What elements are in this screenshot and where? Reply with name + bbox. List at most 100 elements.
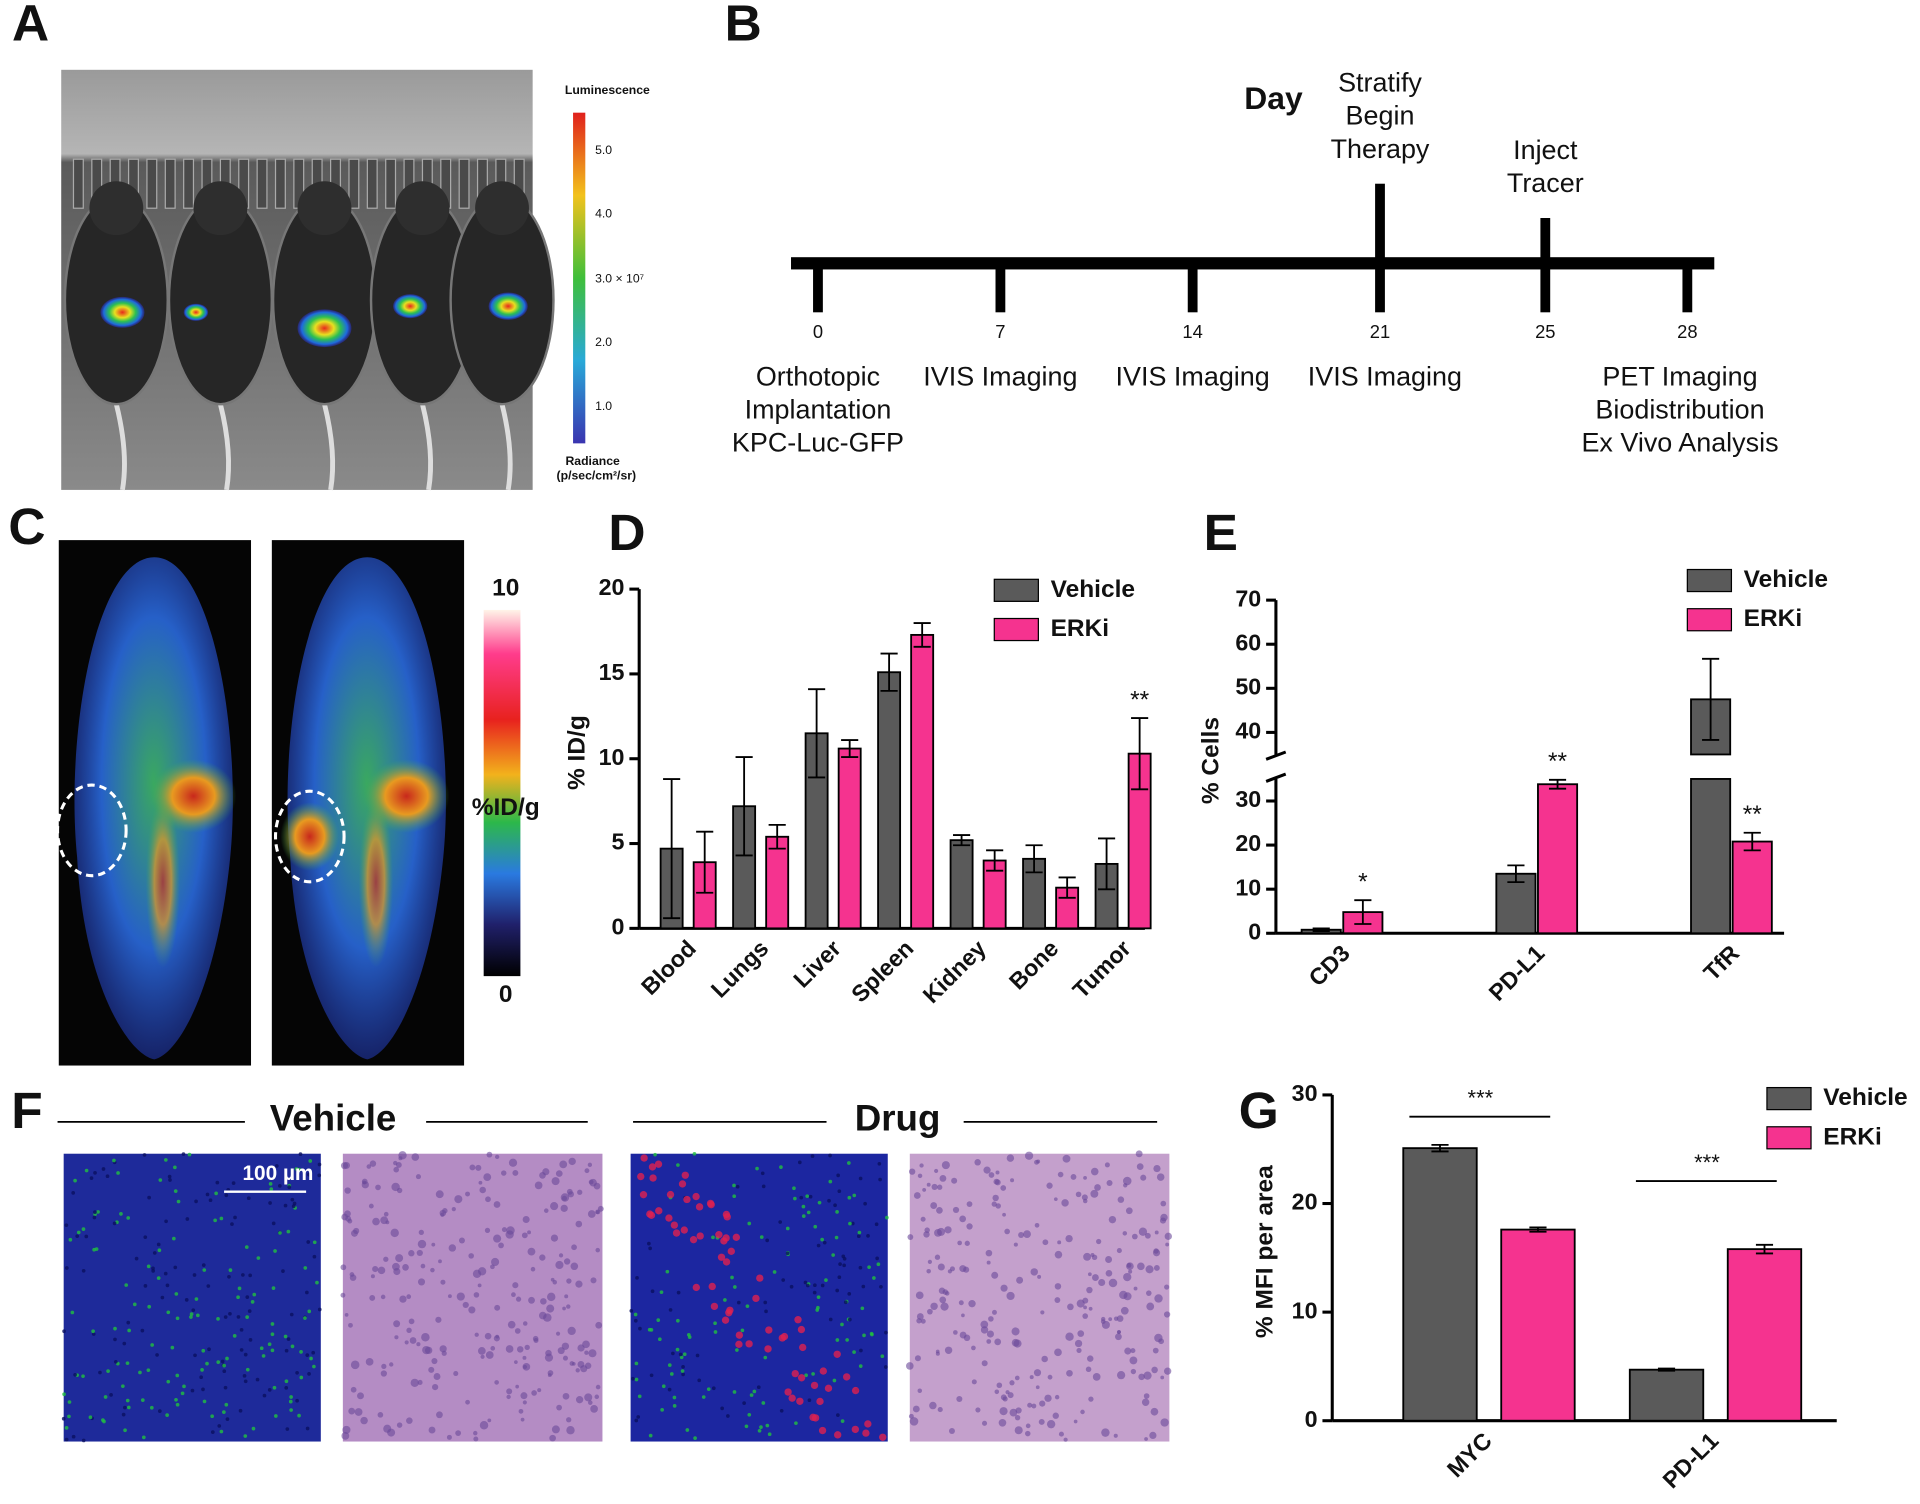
nucleus [404,1340,409,1345]
signal [225,1356,229,1361]
signal [248,1273,252,1278]
nucleus [520,1392,528,1400]
tube [183,158,195,209]
nucleus [571,1244,577,1251]
nucleus [939,1296,947,1304]
nucleus [1150,1407,1159,1416]
signal [765,1326,773,1334]
signal [817,1200,822,1205]
nucleus [494,1154,500,1160]
signal [286,1229,291,1234]
signal [262,1393,267,1398]
signal [717,1253,726,1261]
colorbar-tick: 4.0 [595,207,612,221]
nucleus [415,1174,421,1180]
nucleus [934,1228,942,1237]
signal [850,1221,855,1226]
nucleus [944,1291,950,1296]
x-tick-label: Liver [788,935,846,993]
signal [808,1194,813,1199]
signal [672,1395,677,1400]
nucleus [383,1424,392,1433]
nucleus [1065,1234,1073,1243]
signal [851,1386,860,1395]
nucleus [391,1182,400,1192]
signal [637,1394,642,1399]
error-bar [1098,837,1116,891]
signal [764,1345,772,1353]
bar [910,633,935,930]
signal [290,1197,295,1202]
nucleus [408,1250,415,1257]
signal [273,1414,278,1418]
day-label: 28 [1677,321,1697,342]
bar [877,671,902,930]
nucleus [522,1362,531,1371]
nucleus [593,1182,601,1190]
signal [806,1210,811,1215]
signal [883,1365,888,1369]
signal [151,1266,155,1271]
signal [720,1406,724,1411]
error-bar [841,739,859,758]
nucleus [1160,1418,1169,1427]
signal [294,1167,299,1171]
signal [306,1240,311,1244]
signal [639,1191,648,1199]
nucleus [1042,1239,1049,1246]
colorbar [483,609,521,977]
legend-swatch [1686,568,1733,593]
signal [650,1289,655,1294]
signal [757,1428,762,1433]
x-tick-label: Blood [636,935,701,1000]
signal [740,1328,745,1333]
significance: ** [1743,801,1763,828]
nucleus [406,1417,413,1424]
signal [223,1385,228,1390]
colorbar-tick: 5.0 [595,143,612,157]
nucleus [462,1301,469,1309]
nucleus [416,1249,423,1257]
signal [299,1375,304,1380]
signal [693,1436,697,1440]
nucleus [971,1345,976,1351]
nucleus [490,1264,495,1270]
panel-label: F [11,1081,42,1139]
nucleus [567,1326,576,1336]
signal [665,1214,673,1222]
nucleus [474,1332,479,1337]
nucleus [1086,1286,1093,1294]
signal [835,1210,839,1214]
signal [147,1195,151,1200]
micrograph-texture [905,1150,1172,1442]
nucleus [487,1418,492,1423]
nucleus [512,1282,519,1289]
y-tick-label: 10 [599,744,625,770]
nucleus [941,1161,950,1170]
signal [283,1334,288,1339]
signal [799,1343,807,1352]
nucleus [1119,1290,1128,1300]
nucleus [570,1262,579,1271]
signal [668,1308,673,1312]
nucleus [1082,1198,1088,1204]
signal [722,1234,730,1242]
nucleus [1014,1414,1021,1421]
signal [828,1317,833,1322]
nucleus [1053,1197,1058,1202]
timeline-tick [813,263,823,313]
timeline-tick [1375,183,1385,313]
nucleus [1146,1290,1152,1296]
nucleus [1146,1302,1155,1311]
nucleus [393,1320,401,1328]
nucleus [506,1394,511,1400]
nucleus [550,1202,559,1211]
y-tick-label: 40 [1235,718,1261,744]
nucleus [1054,1297,1061,1303]
nucleus [491,1257,500,1267]
signal [269,1187,274,1191]
nucleus [1108,1317,1113,1322]
nucleus [974,1159,981,1166]
bar [1500,1228,1576,1422]
signal [752,1294,760,1303]
